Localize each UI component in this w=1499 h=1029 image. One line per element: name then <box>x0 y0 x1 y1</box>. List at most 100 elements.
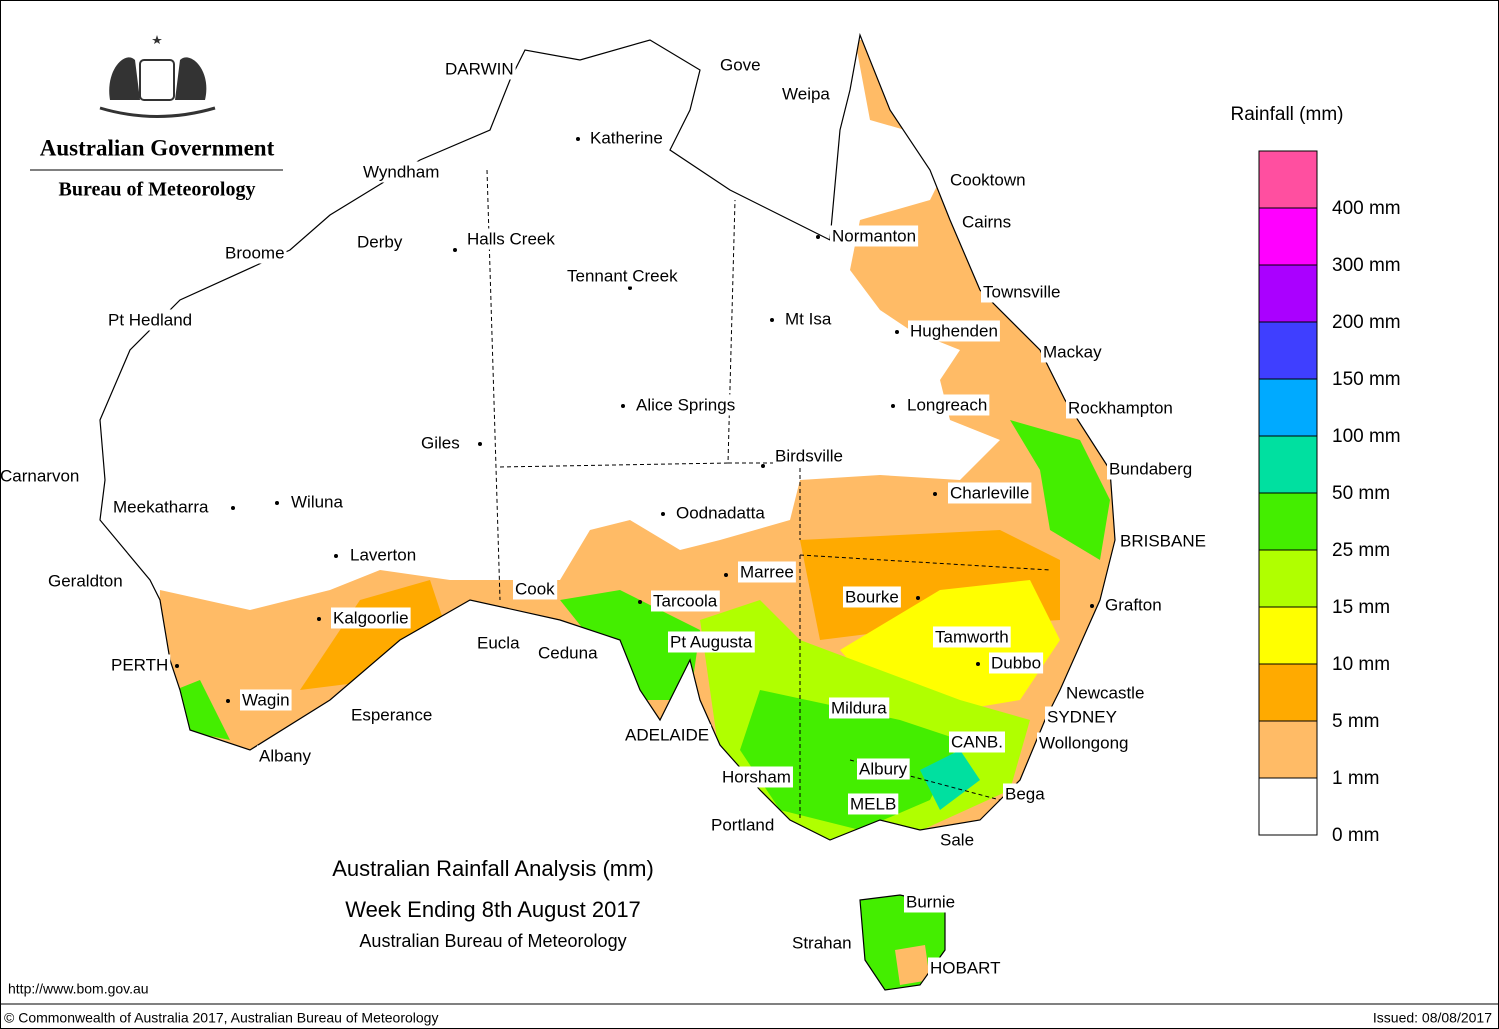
label-background <box>536 642 601 664</box>
url: http://www.bom.gov.au <box>8 981 149 997</box>
legend-label: 0 mm <box>1332 825 1380 846</box>
place-label: Mt Isa <box>785 309 832 328</box>
place-dot <box>976 662 980 666</box>
legend-swatch <box>1258 549 1318 608</box>
label-background <box>1107 458 1195 480</box>
legend-swatch <box>1258 720 1318 779</box>
place-dot <box>231 506 235 510</box>
label-background <box>109 654 171 676</box>
place-label: ADELAIDE <box>625 725 709 744</box>
place-label: DARWIN <box>445 59 514 78</box>
label-background <box>843 586 901 608</box>
place-label: Newcastle <box>1066 683 1144 702</box>
legend: Rainfall (mm) 400 mm 300 mm 200 mm 150 mm 10… <box>1231 104 1401 846</box>
legend-label: 25 mm <box>1332 540 1390 561</box>
place-dot <box>638 600 642 604</box>
place-dot <box>453 248 457 252</box>
legend-swatch <box>1258 492 1318 551</box>
label-background <box>848 793 899 815</box>
label-background <box>1045 706 1119 728</box>
legend-label: 400 mm <box>1332 198 1401 219</box>
label-background <box>780 83 833 105</box>
label-background <box>960 211 1014 233</box>
label-background <box>674 502 768 524</box>
label-background <box>981 281 1063 303</box>
source: Australian Bureau of Meteorology <box>359 931 626 951</box>
place-label: Wyndham <box>363 162 439 181</box>
place-label: Pt Hedland <box>108 310 192 329</box>
label-background <box>989 652 1044 674</box>
place-label: Portland <box>711 815 774 834</box>
label-background <box>938 829 977 851</box>
label-background <box>718 54 763 76</box>
place-dot <box>621 404 625 408</box>
place-label: Laverton <box>350 545 416 564</box>
place-label: Katherine <box>590 128 663 147</box>
place-label: Wiluna <box>291 492 344 511</box>
place-label: MELB <box>850 794 896 813</box>
place-label: PERTH <box>111 655 168 674</box>
place-label: Grafton <box>1105 595 1162 614</box>
copyright: © Commonwealth of Australia 2017, Austra… <box>4 1010 438 1026</box>
legend-swatch <box>1258 378 1318 437</box>
label-background <box>1003 783 1048 805</box>
place-label: Townsville <box>983 282 1060 301</box>
legend-label: 100 mm <box>1332 426 1401 447</box>
label-background <box>513 578 558 600</box>
place-dot <box>933 492 937 496</box>
place-label: Cook <box>515 579 555 598</box>
label-background <box>565 265 681 287</box>
label-background <box>1103 594 1164 616</box>
label-background <box>790 932 854 954</box>
place-label: Mackay <box>1043 342 1102 361</box>
label-background <box>257 745 314 767</box>
label-background <box>829 697 890 719</box>
place-label: SYDNEY <box>1047 707 1117 726</box>
label-background <box>948 482 1032 504</box>
place-dot <box>628 286 632 290</box>
label-background <box>349 704 435 726</box>
place-label: Hughenden <box>910 321 998 340</box>
legend-swatch <box>1258 663 1318 722</box>
place-label: Ceduna <box>538 643 598 662</box>
place-label: Geraldton <box>48 571 123 590</box>
government: Australian Government <box>40 135 275 160</box>
legend-title: Rainfall (mm) <box>1231 104 1344 125</box>
label-background <box>1118 530 1208 552</box>
label-background <box>773 445 846 467</box>
legend-label: 200 mm <box>1332 312 1401 333</box>
place-label: Esperance <box>351 705 432 724</box>
place-label: Meekatharra <box>113 497 209 516</box>
place-label: Eucla <box>477 633 520 652</box>
place-dot <box>895 330 899 334</box>
place-label: Albury <box>859 759 908 778</box>
label-background <box>1066 397 1175 419</box>
place-label: Albany <box>259 746 311 765</box>
label-background <box>355 231 405 253</box>
label-background <box>1037 732 1131 754</box>
place-label: BRISBANE <box>1120 531 1206 550</box>
place-label: Horsham <box>722 767 791 786</box>
place-label: CANB. <box>951 732 1003 751</box>
place-label: Marree <box>740 562 794 581</box>
place-label: Derby <box>357 232 403 251</box>
label-background <box>905 394 990 416</box>
label-background <box>46 570 125 592</box>
label-background <box>1064 682 1147 704</box>
place-label: Alice Springs <box>636 395 735 414</box>
label-background <box>0 465 82 487</box>
legend-label: 5 mm <box>1332 711 1380 732</box>
place-dot <box>724 573 728 577</box>
label-background <box>348 544 419 566</box>
place-dot <box>761 464 765 468</box>
legend-swatch <box>1258 207 1318 266</box>
place-label: Burnie <box>906 892 955 911</box>
place-label: Cairns <box>962 212 1011 231</box>
legend-label: 300 mm <box>1332 255 1401 276</box>
place-dot <box>816 235 820 239</box>
place-label: Tarcoola <box>653 591 718 610</box>
label-background <box>475 632 523 654</box>
label-background <box>651 590 720 612</box>
label-background <box>738 561 796 583</box>
